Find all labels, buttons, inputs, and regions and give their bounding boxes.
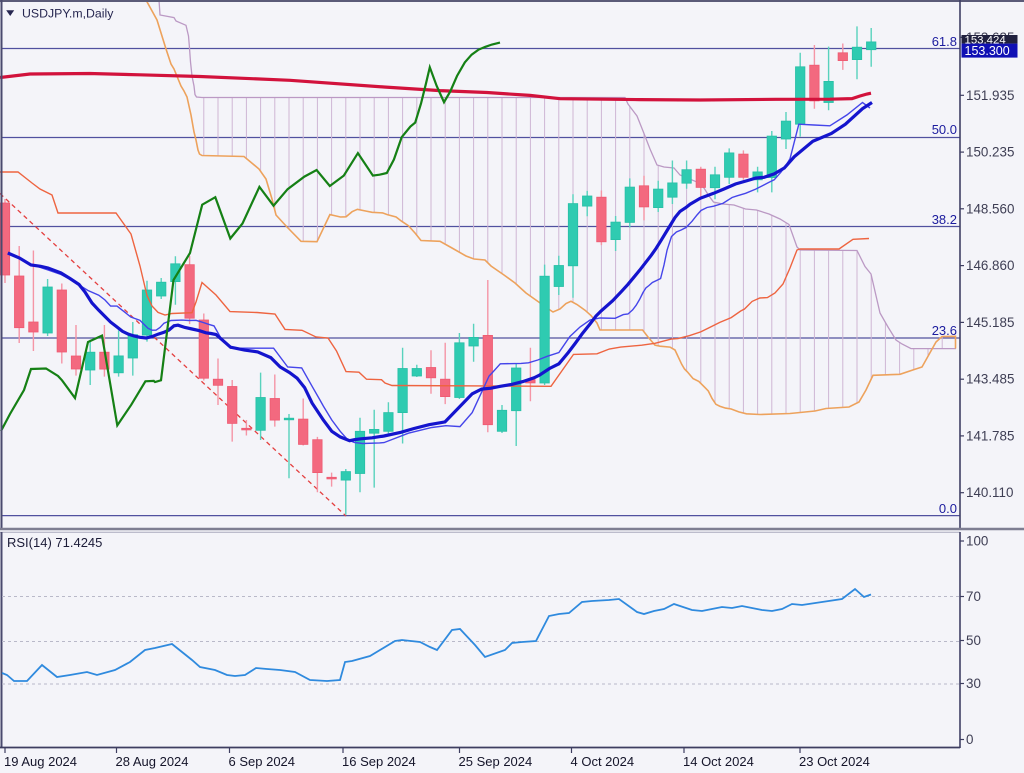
svg-text:USDJPY.m,Daily: USDJPY.m,Daily	[22, 7, 114, 21]
svg-text:28 Aug 2024: 28 Aug 2024	[116, 754, 189, 769]
svg-text:141.785: 141.785	[966, 428, 1014, 443]
svg-text:14 Oct 2024: 14 Oct 2024	[683, 754, 754, 769]
svg-text:19 Aug 2024: 19 Aug 2024	[4, 754, 77, 769]
svg-text:153.424: 153.424	[965, 35, 1006, 47]
svg-text:151.935: 151.935	[966, 88, 1014, 103]
svg-text:150.235: 150.235	[966, 145, 1014, 160]
svg-text:140.110: 140.110	[966, 485, 1013, 500]
svg-text:6 Sep 2024: 6 Sep 2024	[229, 754, 296, 769]
svg-text:25 Sep 2024: 25 Sep 2024	[459, 754, 533, 769]
svg-text:30: 30	[966, 676, 981, 691]
svg-text:100: 100	[966, 534, 988, 549]
svg-text:0: 0	[966, 732, 973, 747]
svg-text:4 Oct 2024: 4 Oct 2024	[571, 754, 635, 769]
svg-text:145.185: 145.185	[966, 315, 1014, 330]
svg-text:0.0: 0.0	[939, 501, 957, 516]
svg-text:143.485: 143.485	[966, 372, 1014, 387]
svg-text:148.560: 148.560	[966, 201, 1014, 216]
svg-text:153.300: 153.300	[965, 44, 1010, 58]
svg-text:50: 50	[966, 633, 981, 648]
svg-text:61.8: 61.8	[932, 34, 957, 49]
svg-text:23 Oct 2024: 23 Oct 2024	[799, 754, 870, 769]
svg-text:50.0: 50.0	[932, 122, 957, 137]
svg-text:70: 70	[966, 589, 981, 604]
svg-text:146.860: 146.860	[966, 258, 1014, 273]
svg-text:RSI(14) 71.4245: RSI(14) 71.4245	[7, 535, 102, 550]
svg-text:16 Sep 2024: 16 Sep 2024	[342, 754, 416, 769]
svg-text:23.6: 23.6	[932, 323, 957, 338]
svg-text:38.2: 38.2	[932, 212, 957, 227]
